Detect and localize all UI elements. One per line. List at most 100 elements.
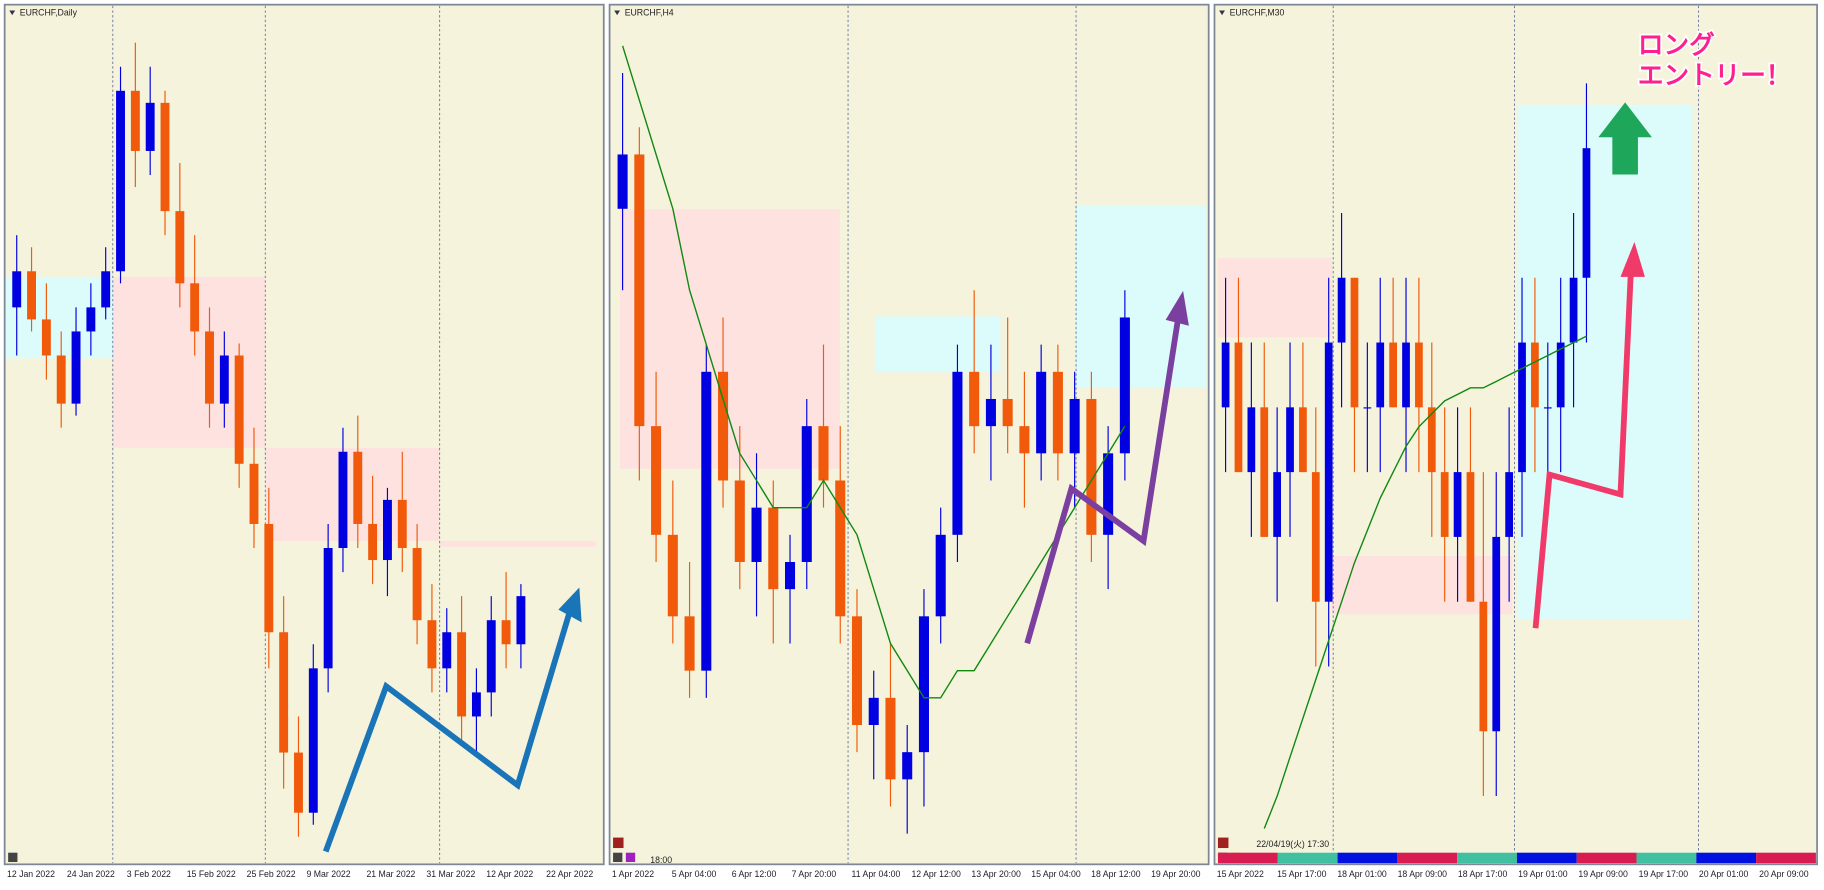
candle-body: [353, 451, 363, 524]
candle-body: [1569, 277, 1578, 343]
moving-average: [1263, 335, 1587, 829]
candle-body: [442, 632, 452, 669]
candle-body: [338, 451, 348, 549]
x-tick-label: 12 Apr 2022: [486, 869, 533, 879]
candle-body: [1376, 342, 1385, 408]
candle-body: [734, 480, 745, 562]
candle-body: [56, 355, 66, 404]
candle-body: [952, 371, 963, 535]
x-tick-label: 18 Apr 01:00: [1337, 869, 1387, 879]
annotation-arrow: [1024, 315, 1182, 645]
candle-body: [457, 632, 467, 717]
zone: [1217, 258, 1332, 338]
candle-body: [1440, 472, 1449, 537]
x-tick-label: 25 Feb 2022: [247, 869, 296, 879]
candle-body: [835, 480, 846, 617]
candle-body: [175, 211, 185, 284]
candle-body: [1492, 536, 1501, 732]
candle-body: [634, 154, 645, 427]
chart-windows: EURCHF,Daily 12 Jan 2022 24 Jan 2022 3 Feb …: [3, 3, 1818, 879]
moving-average: [621, 45, 1126, 699]
toolbar-icon[interactable]: [613, 852, 623, 863]
candle-body: [1247, 407, 1256, 473]
window-title: EURCHF,M30: [1230, 8, 1285, 18]
window-title: EURCHF,H4: [625, 8, 674, 18]
candle-body: [501, 620, 511, 645]
zone: [1518, 104, 1693, 619]
candle-body: [323, 548, 333, 669]
candle-body: [1221, 342, 1230, 408]
candle-body: [885, 697, 896, 780]
x-tick-label: 9 Mar 2022: [307, 869, 351, 879]
annotation-text: エントリー！: [1638, 61, 1791, 91]
candle-body: [1402, 342, 1410, 408]
x-tick-label: 22 Apr 2022: [546, 869, 593, 879]
candle-body: [101, 271, 111, 308]
candle-body: [1582, 148, 1591, 278]
candle-body: [768, 507, 779, 590]
x-tick-label: 6 Apr 12:00: [732, 869, 777, 879]
x-tick-label: 18 Apr 09:00: [1398, 869, 1448, 879]
session-bar: [1636, 852, 1697, 864]
candle-body: [1119, 317, 1130, 454]
candle-body: [397, 499, 407, 549]
annotation-arrow-head: [558, 587, 582, 623]
zone: [5, 276, 113, 359]
candle-body: [701, 371, 712, 671]
candle-body: [1069, 398, 1080, 454]
toolbar-icon[interactable]: [613, 837, 624, 849]
x-tick-label: 15 Apr 04:00: [1031, 869, 1081, 879]
candle-body: [130, 90, 140, 151]
candle-body: [935, 534, 946, 617]
candle-body: [71, 331, 81, 404]
candle-body: [27, 271, 36, 320]
candle-body: [784, 561, 796, 590]
candle-body: [249, 463, 259, 524]
x-tick-label: 12 Apr 12:00: [911, 869, 961, 879]
candle-body: [1103, 453, 1114, 535]
candle-body: [1556, 342, 1565, 408]
candle-body: [1363, 407, 1372, 409]
candle-body: [1286, 407, 1294, 473]
annotation-arrow-head: [1620, 241, 1645, 277]
zone: [1076, 205, 1207, 388]
candle-body: [1052, 371, 1063, 454]
toolbar-icon[interactable]: [1217, 837, 1229, 849]
time-label: 18:00: [650, 855, 672, 865]
zone: [439, 540, 596, 547]
candle-body: [205, 331, 214, 404]
annotation-arrow: [1532, 269, 1634, 629]
candle-body: [851, 616, 863, 725]
window-menu-icon: [9, 10, 16, 16]
candle-body: [667, 534, 678, 617]
toolbar-icon[interactable]: [625, 852, 636, 863]
candle-body: [1453, 472, 1462, 537]
candle-body: [1299, 407, 1307, 473]
candle-body: [1479, 601, 1488, 732]
session-bar: [1457, 852, 1517, 864]
candle-body: [1415, 342, 1423, 408]
candle-body: [86, 307, 96, 332]
window-menu-icon: [614, 10, 621, 16]
candle-body: [1389, 342, 1398, 408]
x-tick-label: 7 Apr 20:00: [792, 869, 837, 879]
candle-body: [368, 523, 378, 561]
x-tick-label: 15 Feb 2022: [187, 869, 236, 879]
candle-body: [1019, 426, 1030, 454]
candle-body: [190, 283, 200, 332]
candle-body: [651, 426, 662, 535]
x-tick-label: 20 Apr 01:00: [1699, 869, 1749, 879]
toolbar-icon[interactable]: [8, 852, 18, 863]
candle-body: [219, 355, 229, 404]
zone: [874, 316, 1001, 373]
annotation-arrow: [322, 609, 573, 853]
candle-body: [1234, 342, 1243, 473]
plot-area: [3, 3, 605, 866]
candle-body: [1466, 472, 1475, 602]
candle-body: [264, 523, 274, 633]
session-bar: [1397, 852, 1458, 864]
time-label: 22/04/19(火) 17:30: [1256, 839, 1329, 849]
annotation-arrow-head: [1165, 290, 1189, 326]
zone: [265, 447, 440, 541]
